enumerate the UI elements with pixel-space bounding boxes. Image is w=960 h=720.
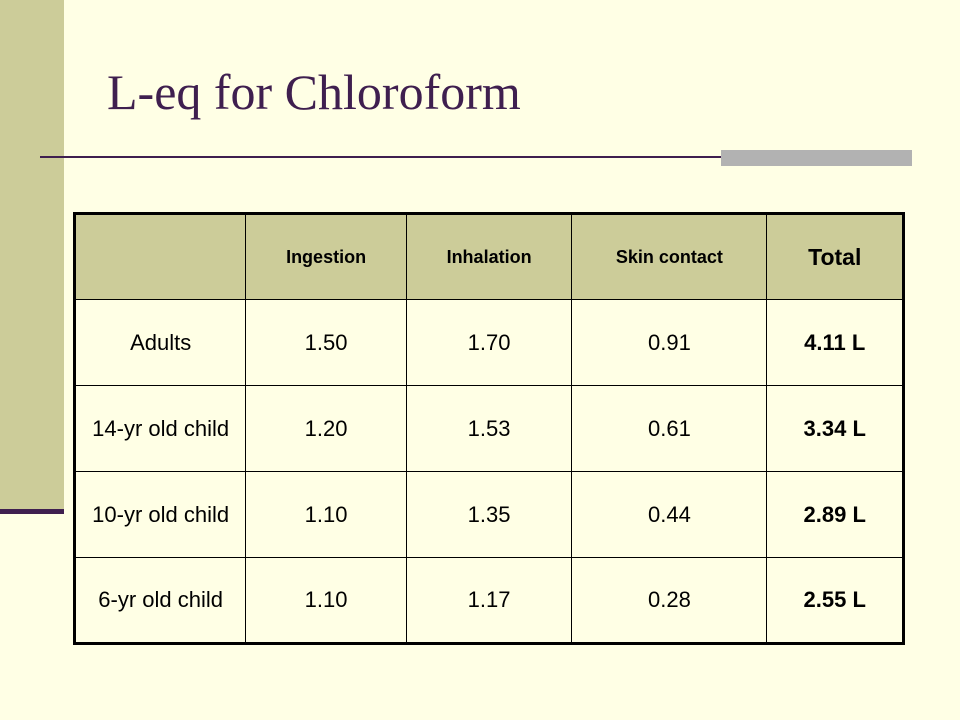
table-row: 14-yr old child 1.20 1.53 0.61 3.34 L	[73, 385, 904, 472]
table-row: Adults 1.50 1.70 0.91 4.11 L	[73, 299, 904, 386]
left-bar-accent-line	[0, 509, 64, 514]
row-label-cell: 10-yr old child	[73, 471, 247, 558]
total-cell: 3.34 L	[766, 385, 904, 472]
table-row: 6-yr old child 1.10 1.17 0.28 2.55 L	[73, 557, 904, 644]
header-cell-ingestion: Ingestion	[245, 213, 407, 300]
header-cell-skin-contact: Skin contact	[571, 213, 768, 300]
ingestion-cell: 1.20	[245, 385, 407, 472]
total-cell: 2.55 L	[766, 557, 904, 644]
chloroform-leq-table: Ingestion Inhalation Skin contact Total …	[73, 212, 905, 645]
row-label-cell: 6-yr old child	[73, 557, 247, 644]
header-cell-inhalation: Inhalation	[405, 213, 573, 300]
header-cell-total: Total	[766, 213, 904, 300]
row-label-cell: 14-yr old child	[73, 385, 247, 472]
header-cell-blank	[73, 213, 247, 300]
inhalation-cell: 1.53	[405, 385, 573, 472]
skin-contact-cell: 0.28	[571, 557, 768, 644]
total-cell: 4.11 L	[766, 299, 904, 386]
inhalation-cell: 1.35	[405, 471, 573, 558]
title-rule-line	[40, 156, 912, 158]
ingestion-cell: 1.10	[245, 557, 407, 644]
row-label-cell: Adults	[73, 299, 247, 386]
inhalation-cell: 1.70	[405, 299, 573, 386]
ingestion-cell: 1.50	[245, 299, 407, 386]
table-header-row: Ingestion Inhalation Skin contact Total	[73, 213, 904, 300]
skin-contact-cell: 0.61	[571, 385, 768, 472]
table-row: 10-yr old child 1.10 1.35 0.44 2.89 L	[73, 471, 904, 558]
ingestion-cell: 1.10	[245, 471, 407, 558]
title-rule-accent	[721, 150, 912, 166]
inhalation-cell: 1.17	[405, 557, 573, 644]
left-sidebar-bar	[0, 0, 64, 512]
slide-title: L-eq for Chloroform	[107, 64, 521, 120]
skin-contact-cell: 0.91	[571, 299, 768, 386]
total-cell: 2.89 L	[766, 471, 904, 558]
skin-contact-cell: 0.44	[571, 471, 768, 558]
